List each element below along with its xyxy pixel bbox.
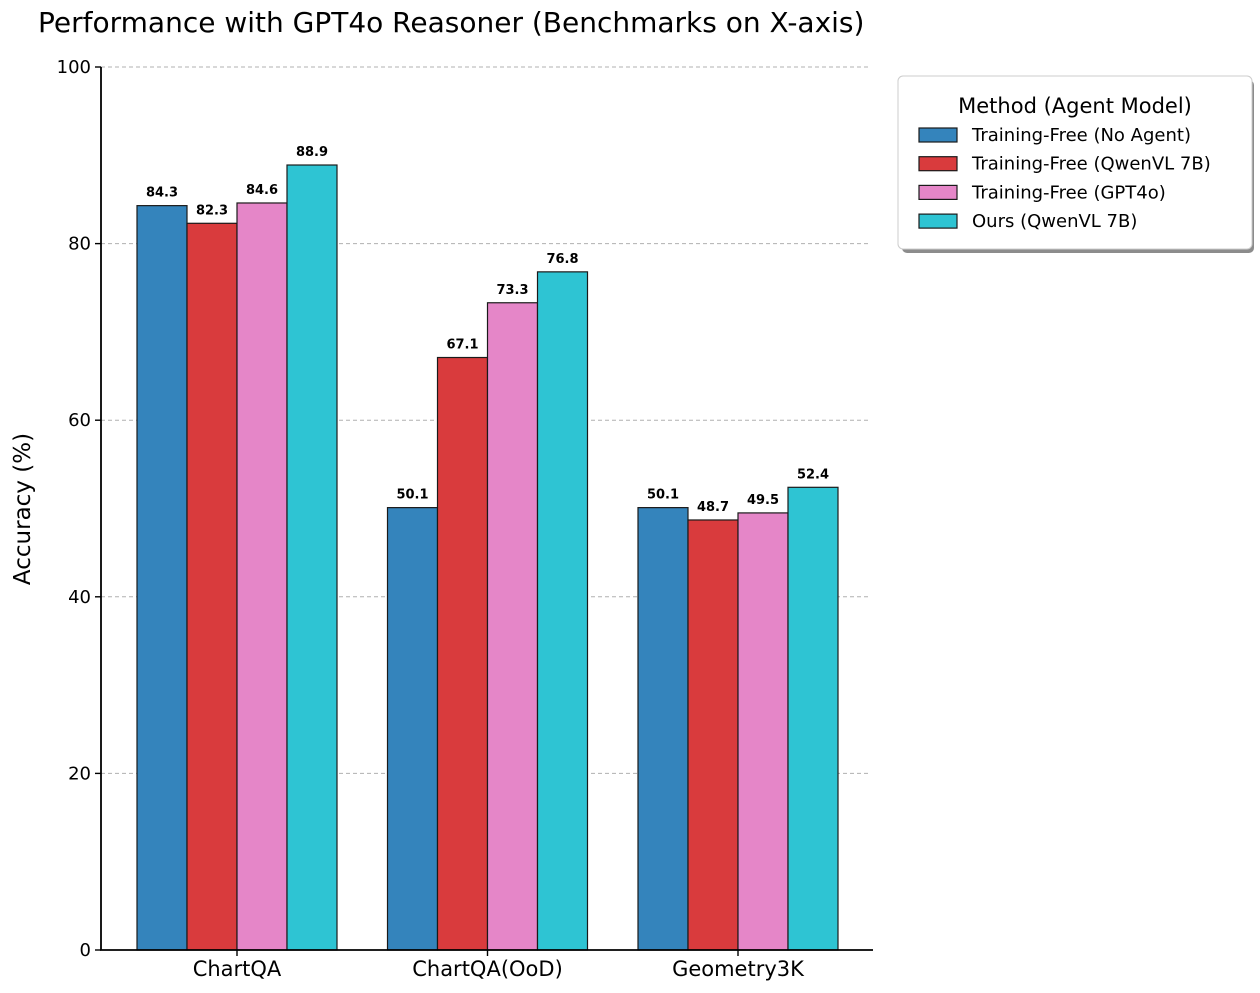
y-tick-label: 60 bbox=[68, 410, 91, 431]
bar bbox=[687, 519, 739, 951]
bar-value-label: 50.1 bbox=[396, 488, 428, 503]
bar-value-label: 67.1 bbox=[446, 338, 478, 353]
bar-value-label: 48.7 bbox=[697, 500, 729, 515]
legend-frame bbox=[897, 75, 1253, 250]
bar-value-label: 82.3 bbox=[196, 203, 228, 218]
value-labels: 84.3 50.1 50.1 82.3 67.1 48.7 84.6 73.3 49.5 88.9… bbox=[146, 145, 829, 515]
bar bbox=[236, 202, 288, 951]
legend-items: Training-Free (No Agent) Training-Free (Q… bbox=[918, 125, 1211, 232]
bar-value-label: 50.1 bbox=[647, 488, 679, 503]
legend-swatch bbox=[918, 127, 958, 143]
bar bbox=[186, 222, 238, 951]
chart-title: Performance with GPT4o Reasoner (Benchma… bbox=[38, 6, 864, 39]
legend-entry-label: Training-Free (GPT4o) bbox=[971, 182, 1166, 203]
bar-value-label: 84.3 bbox=[146, 186, 178, 201]
y-tick-label: 80 bbox=[68, 234, 91, 255]
bar-value-label: 52.4 bbox=[797, 467, 829, 482]
legend: Method (Agent Model) Training-Free (No A… bbox=[897, 75, 1254, 253]
bar-value-label: 76.8 bbox=[546, 252, 578, 267]
bar bbox=[536, 271, 589, 951]
y-tick-label: 100 bbox=[57, 57, 91, 78]
bar-value-label: 73.3 bbox=[496, 283, 528, 298]
legend-swatch bbox=[918, 213, 958, 229]
bar bbox=[787, 486, 839, 951]
bar-value-label: 84.6 bbox=[246, 183, 278, 198]
bar bbox=[637, 507, 689, 951]
legend-swatch bbox=[918, 156, 958, 172]
bar bbox=[486, 302, 539, 951]
legend-entry-label: Training-Free (QwenVL 7B) bbox=[971, 154, 1211, 175]
y-tick-label: 0 bbox=[80, 940, 91, 961]
x-tick-label: ChartQA(OoD) bbox=[412, 957, 563, 981]
bar bbox=[436, 356, 489, 951]
y-tick-label: 40 bbox=[68, 587, 91, 608]
bar-value-label: 49.5 bbox=[747, 493, 779, 508]
bar bbox=[737, 512, 789, 951]
y-axis-label: Accuracy (%) bbox=[10, 433, 36, 585]
bars bbox=[136, 164, 839, 951]
bar bbox=[286, 164, 338, 951]
bar bbox=[136, 205, 188, 951]
y-ticks: 0 20 40 60 80 100 bbox=[57, 57, 101, 961]
legend-swatch bbox=[918, 184, 958, 200]
x-tick-label: Geometry3K bbox=[672, 957, 805, 981]
x-ticks: ChartQA ChartQA(OoD) Geometry3K bbox=[193, 950, 805, 981]
y-tick-label: 20 bbox=[68, 763, 91, 784]
legend-title: Method (Agent Model) bbox=[958, 94, 1192, 118]
bar bbox=[386, 507, 439, 951]
legend-entry-label: Training-Free (No Agent) bbox=[971, 125, 1191, 146]
bar-value-label: 88.9 bbox=[296, 145, 328, 160]
x-tick-label: ChartQA bbox=[193, 957, 282, 981]
legend-entry-label: Ours (QwenVL 7B) bbox=[972, 211, 1137, 232]
